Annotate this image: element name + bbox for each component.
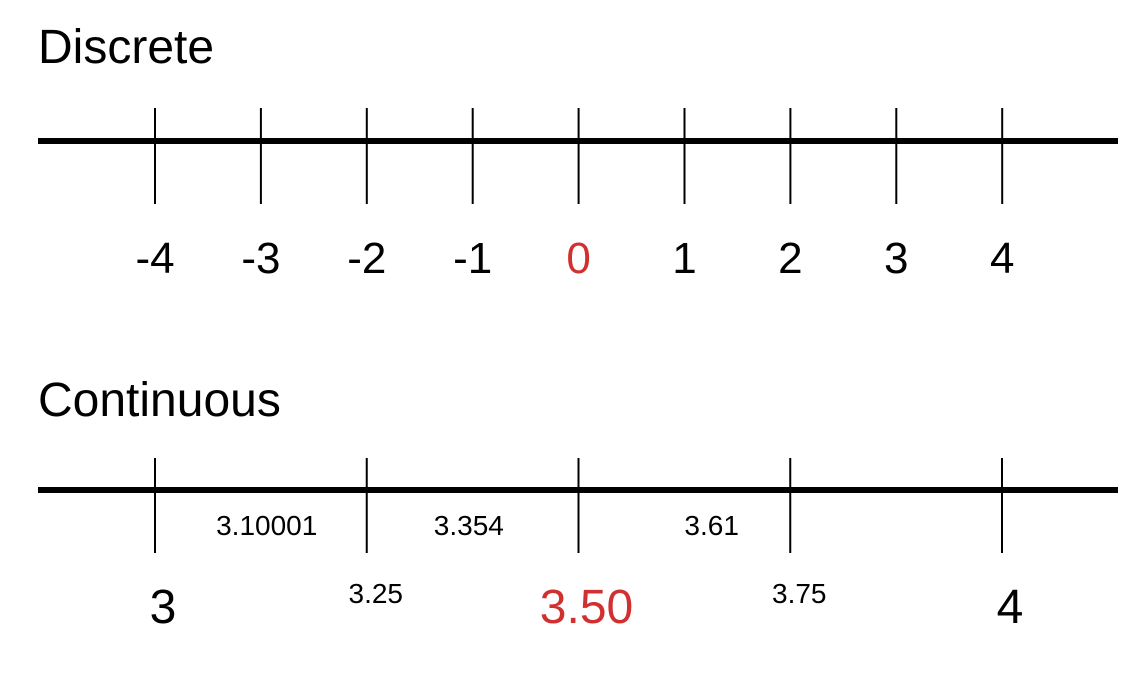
discrete-title: Discrete [38,21,215,74]
continuous-tick-label: 3.25 [349,578,404,609]
discrete-tick-label: -2 [347,234,386,283]
continuous-number-line: 3 3.25 3.50 3.75 4 3.10001 3.354 3.61 [38,458,1118,634]
discrete-number-line: -4 -3 -2 -1 0 1 2 3 4 [38,108,1118,283]
discrete-tick-label: 1 [672,234,696,283]
discrete-tick-label: 0 [566,234,590,283]
discrete-tick-label: 3 [884,234,908,283]
discrete-tick-label: -3 [241,234,280,283]
continuous-example-value: 3.354 [434,510,504,541]
discrete-tick-label: -4 [135,234,174,283]
continuous-tick-label: 4 [997,581,1024,634]
discrete-tick-label: 2 [778,234,802,283]
continuous-example-value: 3.61 [684,510,739,541]
continuous-tick-label: 3 [150,581,177,634]
discrete-tick-label: 4 [990,234,1014,283]
discrete-tick-label: -1 [453,234,492,283]
continuous-tick-label: 3.50 [540,581,633,634]
continuous-example-value: 3.10001 [216,510,317,541]
continuous-title: Continuous [38,374,281,427]
continuous-tick-label: 3.75 [772,578,827,609]
